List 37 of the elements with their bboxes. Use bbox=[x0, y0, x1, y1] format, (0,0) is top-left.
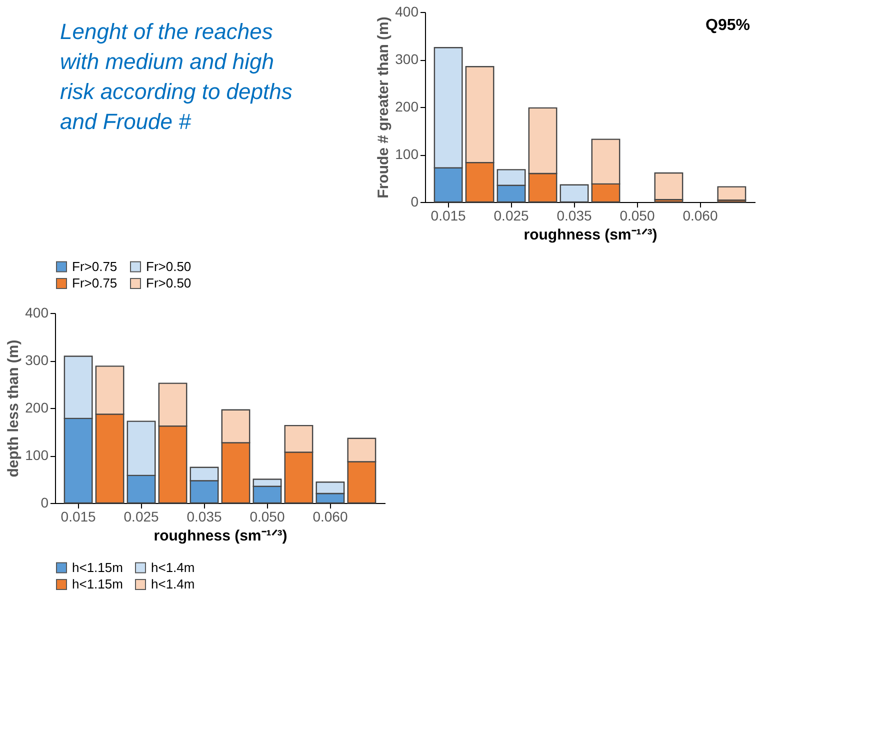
x-axis-title: roughness (sm⁻¹ᐟ³) bbox=[524, 226, 658, 244]
x-tick-label: 0.015 bbox=[60, 508, 96, 524]
legend-label: h<1.15m bbox=[72, 576, 123, 592]
x-tick-label: 0.035 bbox=[186, 508, 222, 524]
bar bbox=[717, 186, 746, 201]
y-tick-label: 300 bbox=[25, 352, 49, 368]
legend-label: h<1.4m bbox=[151, 560, 195, 575]
legend-label: Fr>0.75 bbox=[72, 258, 118, 274]
x-axis-title: roughness (sm⁻¹ᐟ³) bbox=[154, 528, 288, 544]
y-axis-title: depth less than (m) bbox=[5, 340, 22, 478]
y-tick-label: 200 bbox=[25, 400, 49, 416]
legend-label: Fr>0.50 bbox=[146, 258, 192, 274]
x-tick-label: 0.015 bbox=[430, 208, 466, 224]
x-tick-label: 0.060 bbox=[682, 208, 718, 224]
x-tick-label: 0.035 bbox=[556, 208, 592, 224]
y-tick-label: 200 bbox=[395, 98, 419, 114]
x-tick-label: 0.060 bbox=[312, 508, 348, 524]
x-tick-label: 0.050 bbox=[620, 208, 655, 224]
x-tick-label: 0.025 bbox=[124, 508, 160, 524]
y-tick-label: 400 bbox=[25, 304, 49, 320]
bar bbox=[560, 184, 589, 203]
y-tick-label: 100 bbox=[25, 447, 49, 463]
annotation: Q95% bbox=[706, 17, 750, 34]
y-tick-label: 0 bbox=[410, 194, 419, 210]
legend-label: Fr>0.50 bbox=[146, 276, 192, 290]
text: Lenght of the reaches with medium and high risk according to depths and Froude # bbox=[60, 19, 292, 134]
y-axis-title: Froude # greater than (m) bbox=[375, 16, 392, 198]
legend-label: h<1.15m bbox=[72, 560, 123, 575]
y-tick-label: 300 bbox=[395, 51, 419, 67]
bar bbox=[654, 172, 684, 200]
y-tick-label: 400 bbox=[395, 4, 419, 20]
y-tick-label: 0 bbox=[40, 494, 49, 510]
legend-label: h<1.4m bbox=[151, 576, 195, 592]
y-tick-label: 100 bbox=[395, 146, 419, 162]
legend-label: Fr>0.75 bbox=[72, 276, 118, 290]
x-tick-label: 0.025 bbox=[494, 208, 530, 224]
x-tick-label: 0.050 bbox=[250, 508, 285, 524]
